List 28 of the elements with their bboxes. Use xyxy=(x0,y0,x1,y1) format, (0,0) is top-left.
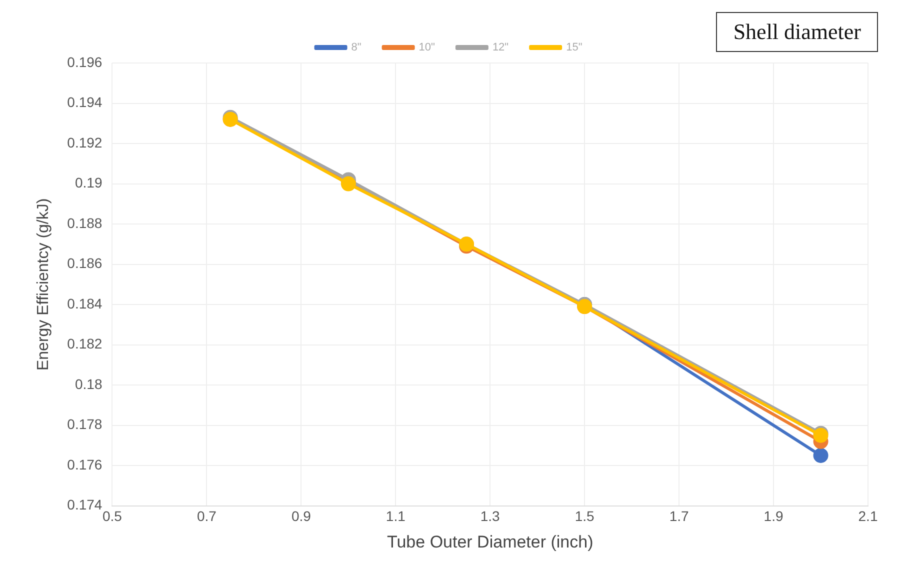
y-tick-label: 0.19 xyxy=(74,174,102,191)
y-tick-label: 0.174 xyxy=(67,496,102,513)
x-axis-title: Tube Outer Diameter (inch) xyxy=(386,532,594,552)
y-tick-label: 0.188 xyxy=(67,214,102,231)
x-tick-label: 1.7 xyxy=(669,508,689,524)
legend-label: 8" xyxy=(351,42,362,54)
x-tick-label: 1.5 xyxy=(574,508,595,524)
y-tick-label: 0.196 xyxy=(67,54,102,70)
y-tick-label: 0.186 xyxy=(67,255,102,272)
y-tick-label: 0.194 xyxy=(67,94,102,110)
y-tick-label: 0.184 xyxy=(67,295,102,312)
y-axis-title: Energy Efficientcy (g/kJ) xyxy=(35,198,52,371)
legend-label: 10" xyxy=(418,42,436,54)
x-tick-label: 2.1 xyxy=(858,508,878,524)
x-tick-label: 1.9 xyxy=(764,508,784,524)
y-tick-label: 0.178 xyxy=(67,416,102,432)
x-tick-label: 1.3 xyxy=(480,508,500,524)
x-tick-label: 0.9 xyxy=(291,508,312,524)
y-tick-label: 0.182 xyxy=(67,336,102,352)
y-tick-label: 0.176 xyxy=(67,456,102,472)
x-tick-label: 0.5 xyxy=(102,508,122,524)
y-tick-label: 0.192 xyxy=(67,134,102,150)
y-tick-label: 0.18 xyxy=(74,376,102,392)
legend-label: 12" xyxy=(492,42,509,54)
legend-label: 15" xyxy=(566,42,582,54)
x-tick-label: 1.1 xyxy=(386,508,406,524)
legend-title: Shell diameter xyxy=(716,12,878,52)
x-tick-label: 0.7 xyxy=(196,508,217,524)
